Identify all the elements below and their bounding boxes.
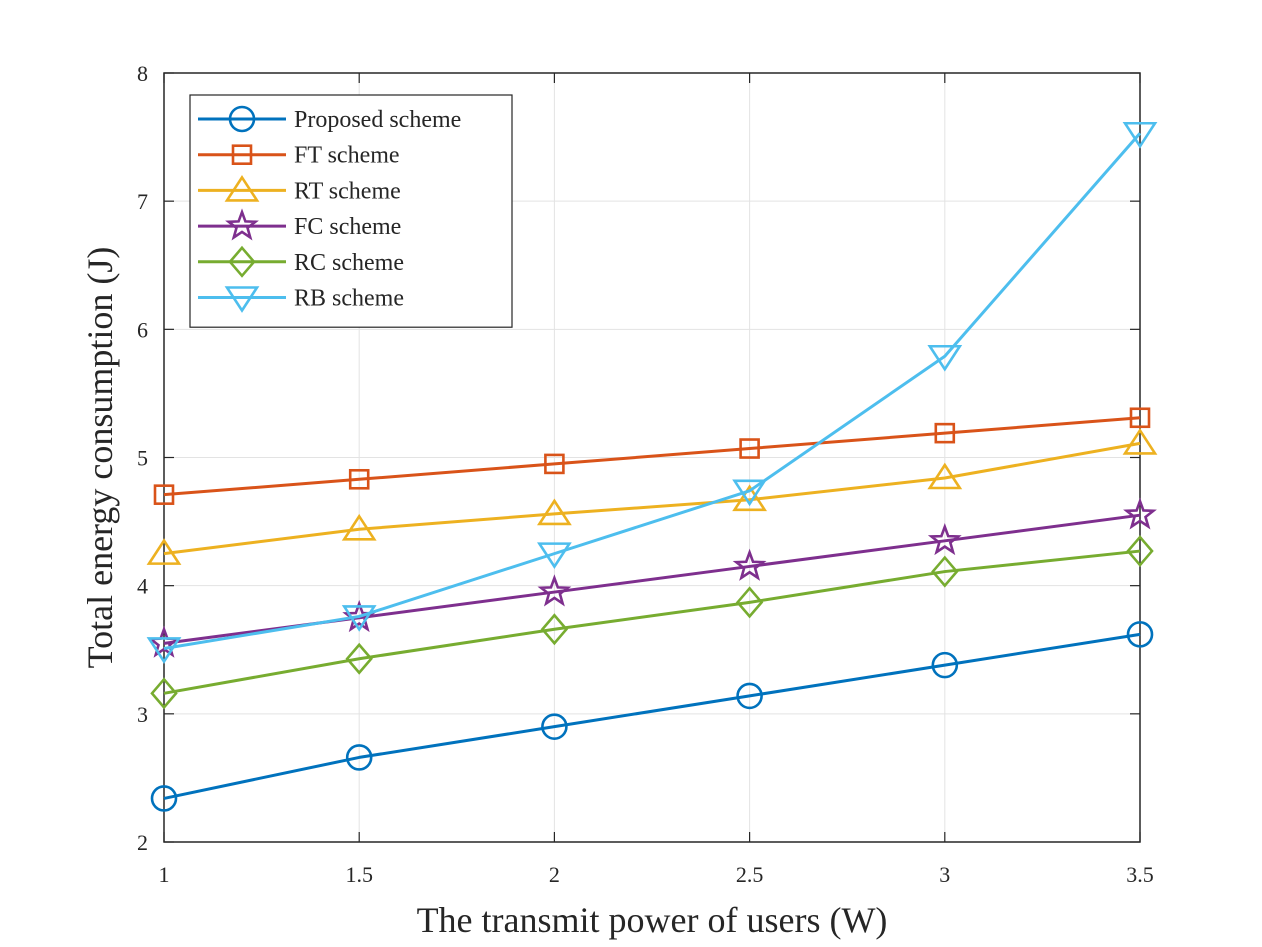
data-point-triangle-up xyxy=(1122,428,1158,455)
legend-label: RT scheme xyxy=(294,178,401,204)
data-point-square xyxy=(153,484,175,505)
data-point-diamond xyxy=(931,555,959,588)
data-point-diamond xyxy=(735,586,764,619)
x-tick-label: 2.5 xyxy=(736,862,764,887)
data-point-star xyxy=(225,208,259,241)
y-tick-label: 7 xyxy=(137,189,148,214)
data-point-circle xyxy=(228,105,256,133)
series-line xyxy=(163,441,1141,556)
series-ft-scheme xyxy=(153,407,1151,505)
y-tick-label: 6 xyxy=(137,317,148,342)
data-point-triangle-down xyxy=(537,542,572,570)
series-line xyxy=(163,416,1141,497)
data-point-square xyxy=(544,453,565,475)
data-point-triangle-up xyxy=(341,513,377,541)
data-point-circle xyxy=(931,651,959,679)
data-point-triangle-up xyxy=(146,538,182,565)
data-point-circle xyxy=(345,744,373,771)
legend: Proposed scheme FT scheme RT scheme FC sche… xyxy=(189,94,513,328)
data-point-diamond xyxy=(345,642,373,675)
series-rt-scheme xyxy=(146,428,1158,565)
data-point-star xyxy=(1123,497,1157,530)
data-point-square xyxy=(231,144,253,165)
data-point-circle xyxy=(150,785,178,812)
series-rb-scheme xyxy=(146,121,1158,664)
data-point-diamond xyxy=(150,677,178,710)
data-point-triangle-down xyxy=(341,605,377,632)
series-fc-scheme xyxy=(147,497,1157,658)
data-point-triangle-down xyxy=(1122,121,1158,149)
data-point-star xyxy=(927,523,962,556)
data-point-square xyxy=(934,422,956,444)
legend-label: RC scheme xyxy=(294,250,404,276)
legend-label: Proposed scheme xyxy=(294,107,461,133)
y-tick-label: 3 xyxy=(137,702,148,727)
data-point-circle xyxy=(736,682,763,710)
x-tick-label: 3.5 xyxy=(1126,862,1154,887)
legend-label: FT scheme xyxy=(294,143,400,169)
x-tick-label: 1.5 xyxy=(345,862,373,887)
y-tick-label: 4 xyxy=(137,574,148,599)
x-tick-label: 3 xyxy=(939,862,950,887)
y-tick-label: 8 xyxy=(137,61,148,86)
data-point-circle xyxy=(541,713,568,740)
legend-item: Proposed scheme xyxy=(198,105,461,133)
legend-item: FT scheme xyxy=(198,143,400,169)
data-point-square xyxy=(348,468,370,490)
legend-label: RB scheme xyxy=(294,286,404,312)
data-point-triangle-up xyxy=(927,462,963,490)
data-point-triangle-up xyxy=(537,498,572,526)
series-rc-scheme xyxy=(150,535,1154,710)
y-tick-label: 5 xyxy=(137,446,148,471)
data-point-triangle-up xyxy=(224,175,260,202)
x-tick-label: 2 xyxy=(549,862,560,887)
series-lines xyxy=(146,121,1158,812)
data-point-triangle-down xyxy=(732,479,767,507)
x-axis-title: The transmit power of users (W) xyxy=(417,900,888,940)
data-point-star xyxy=(537,574,572,607)
data-point-triangle-down xyxy=(224,286,260,313)
data-point-triangle-down xyxy=(146,637,182,664)
series-line xyxy=(163,132,1142,650)
data-point-diamond xyxy=(228,245,256,278)
legend-item: RB scheme xyxy=(198,286,404,313)
legend-item: RC scheme xyxy=(198,245,404,278)
data-point-diamond xyxy=(1126,535,1154,568)
x-tick-label: 1 xyxy=(159,862,170,887)
y-axis-title: Total energy consumption (J) xyxy=(80,247,120,669)
data-point-diamond xyxy=(540,613,569,646)
data-point-triangle-up xyxy=(732,484,767,512)
legend-item: FC scheme xyxy=(198,208,401,241)
axis-ticks: 1 1.5 2 2.5 3 3.5 2 3 4 5 6 7 8 xyxy=(137,61,1154,887)
series-proposed-scheme xyxy=(150,621,1154,812)
data-point-circle xyxy=(1126,621,1154,648)
data-point-square xyxy=(1129,407,1151,429)
series-line xyxy=(163,632,1141,800)
legend-item: RT scheme xyxy=(198,175,401,204)
data-point-star xyxy=(732,548,767,581)
data-point-square xyxy=(739,438,760,459)
y-tick-label: 2 xyxy=(137,830,148,855)
legend-label: FC scheme xyxy=(294,214,401,240)
series-line xyxy=(163,549,1141,695)
data-point-triangle-down xyxy=(927,344,963,372)
